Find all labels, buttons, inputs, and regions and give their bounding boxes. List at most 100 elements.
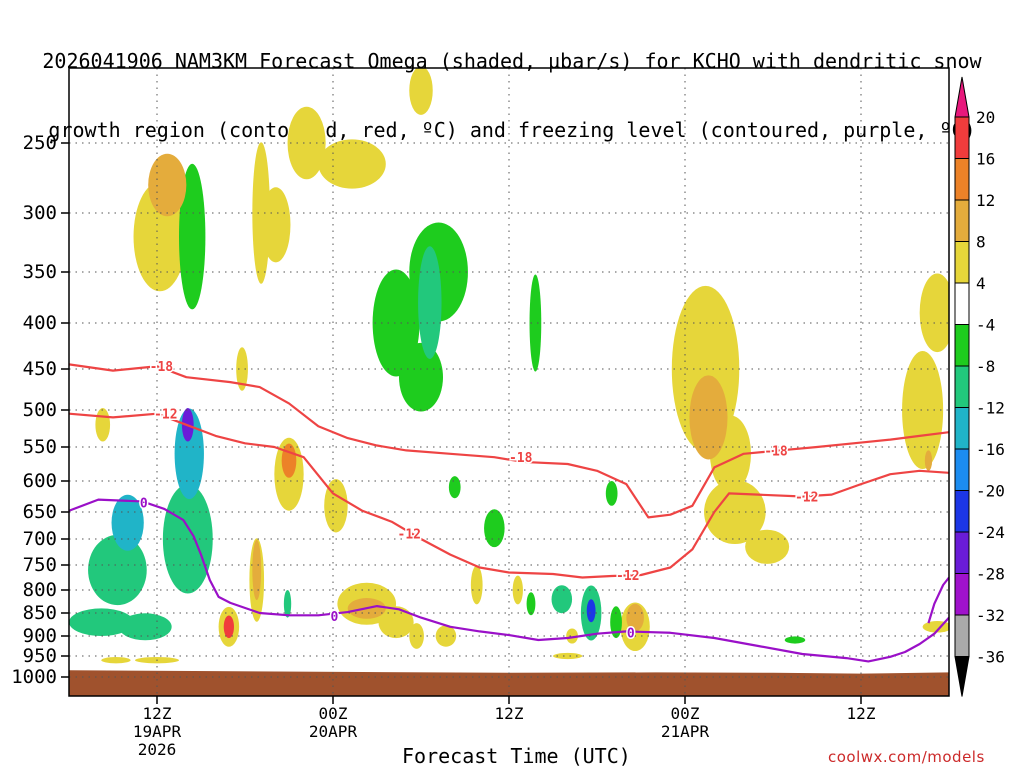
contour-label-extra-2: -12 <box>398 528 421 543</box>
y-tick-label-850: 850 <box>23 602 57 624</box>
chart-title: 2026041906 NAM3KM Forecast Omega (shaded… <box>0 4 1024 165</box>
omega-cell-35 <box>529 274 542 372</box>
omega-cell-51 <box>626 603 644 632</box>
omega-cell-12 <box>435 625 457 647</box>
contour-freezing-level-0-right <box>927 576 949 624</box>
colorbar-bin-4 <box>954 241 970 284</box>
colorbar-bin-11 <box>954 531 970 574</box>
omega-cell-55 <box>281 443 297 478</box>
omega-cell-53 <box>148 153 187 217</box>
y-tick-label-750: 750 <box>23 554 57 576</box>
colorbar-label-3: 8 <box>976 233 986 252</box>
omega-cell-11 <box>409 68 433 115</box>
colorbar-bin-6 <box>954 324 970 367</box>
colorbar-label-8: -16 <box>976 440 1005 459</box>
x-tick-year-6: 2026 <box>138 740 177 759</box>
colorbar-bin-3 <box>954 199 970 242</box>
omega-cell-43 <box>88 534 147 606</box>
omega-cell-36 <box>610 606 622 639</box>
ground-terrain <box>69 670 949 696</box>
omega-cell-8 <box>324 479 348 533</box>
x-axis-title: Forecast Time (UTC) <box>402 744 631 768</box>
y-tick-label-1000: 1000 <box>11 666 57 688</box>
colorbar-label-1: 16 <box>976 150 995 169</box>
omega-cell-0 <box>95 408 111 442</box>
colorbar-label-13: -36 <box>976 648 1005 667</box>
y-tick-label-250: 250 <box>23 132 57 154</box>
omega-cell-24 <box>179 163 206 310</box>
contour-label-freezing-level-0: 0 <box>140 497 148 512</box>
omega-cell-34 <box>526 592 536 616</box>
y-tick-label-350: 350 <box>23 261 57 283</box>
omega-cell-50 <box>418 246 442 359</box>
omega-cell-47 <box>551 585 573 614</box>
x-tick-date-18: 20APR <box>309 722 358 741</box>
y-tick-label-700: 700 <box>23 528 57 550</box>
omega-cell-33 <box>484 509 505 548</box>
omega-cell-13 <box>470 565 483 605</box>
colorbar-top-arrow <box>954 76 970 118</box>
y-tick-label-300: 300 <box>23 202 57 224</box>
omega-cell-7 <box>318 139 386 189</box>
contour-label-extra-0: -18 <box>509 451 533 466</box>
x-tick-date-6: 19APR <box>133 722 182 741</box>
x-tick-label-54: 12Z <box>847 704 876 723</box>
omega-shading <box>69 68 949 664</box>
y-tick-label-650: 650 <box>23 501 57 523</box>
y-tick-label-800: 800 <box>23 579 57 601</box>
colorbar-label-5: -4 <box>976 316 995 335</box>
y-tick-label-450: 450 <box>23 358 57 380</box>
contour-dgz-minus12 <box>69 412 949 579</box>
y-tick-label-400: 400 <box>23 312 57 334</box>
x-tick-label-30: 12Z <box>495 704 524 723</box>
contour-label-extra-5: 0 <box>331 610 339 625</box>
x-tick-date-42: 21APR <box>661 722 710 741</box>
omega-cell-57 <box>111 494 144 551</box>
omega-cell-41 <box>924 450 933 471</box>
omega-cell-21 <box>919 273 949 353</box>
omega-cell-27 <box>236 347 248 391</box>
colorbar-label-9: -20 <box>976 482 1005 501</box>
omega-cell-31 <box>409 623 424 649</box>
grid-lines <box>69 68 949 696</box>
omega-cell-10 <box>378 606 414 639</box>
omega-cell-16 <box>553 652 583 660</box>
colorbar-bin-10 <box>954 490 970 533</box>
omega-cell-28 <box>372 269 420 377</box>
credit-link[interactable]: coolwx.com/models <box>828 748 985 766</box>
chart-title-line-1: 2026041906 NAM3KM Forecast Omega (shaded… <box>42 49 982 73</box>
omega-cell-37 <box>605 481 618 506</box>
omega-cell-6 <box>287 106 326 180</box>
colorbar-label-11: -28 <box>976 565 1005 584</box>
omega-cell-32 <box>448 476 461 499</box>
colorbar-label-7: -12 <box>976 399 1005 418</box>
colorbar-bin-13 <box>954 614 970 657</box>
omega-cell-49 <box>252 539 262 601</box>
omega-cell-1 <box>101 657 131 664</box>
y-tick-label-500: 500 <box>23 399 57 421</box>
colorbar-bin-8 <box>954 407 970 450</box>
omega-cell-59 <box>586 599 596 623</box>
x-tick-label-18: 00Z <box>319 704 348 723</box>
omega-cell-26 <box>252 142 270 284</box>
colorbar-label-12: -32 <box>976 606 1005 625</box>
y-tick-label-550: 550 <box>23 436 57 458</box>
y-tick-label-950: 950 <box>23 645 57 667</box>
omega-cell-56 <box>174 408 204 500</box>
contour-dgz-minus18 <box>69 363 949 519</box>
omega-cell-20 <box>902 351 944 469</box>
contour-label-dgz-minus18: -18 <box>150 360 174 375</box>
x-tick-label-42: 00Z <box>671 704 700 723</box>
colorbar-bin-5 <box>954 282 970 325</box>
contour-label-extra-1: -18 <box>764 444 788 459</box>
colorbar-label-0: 20 <box>976 108 995 127</box>
colorbar-label-10: -24 <box>976 523 1005 542</box>
y-axis: 2503003504004505005506006507007508008509… <box>11 132 69 688</box>
omega-cell-30 <box>399 342 443 412</box>
colorbar-bin-1 <box>954 116 970 159</box>
omega-cell-54 <box>69 608 134 636</box>
colorbar-bottom-arrow <box>954 656 970 697</box>
ground-surface <box>69 670 949 696</box>
